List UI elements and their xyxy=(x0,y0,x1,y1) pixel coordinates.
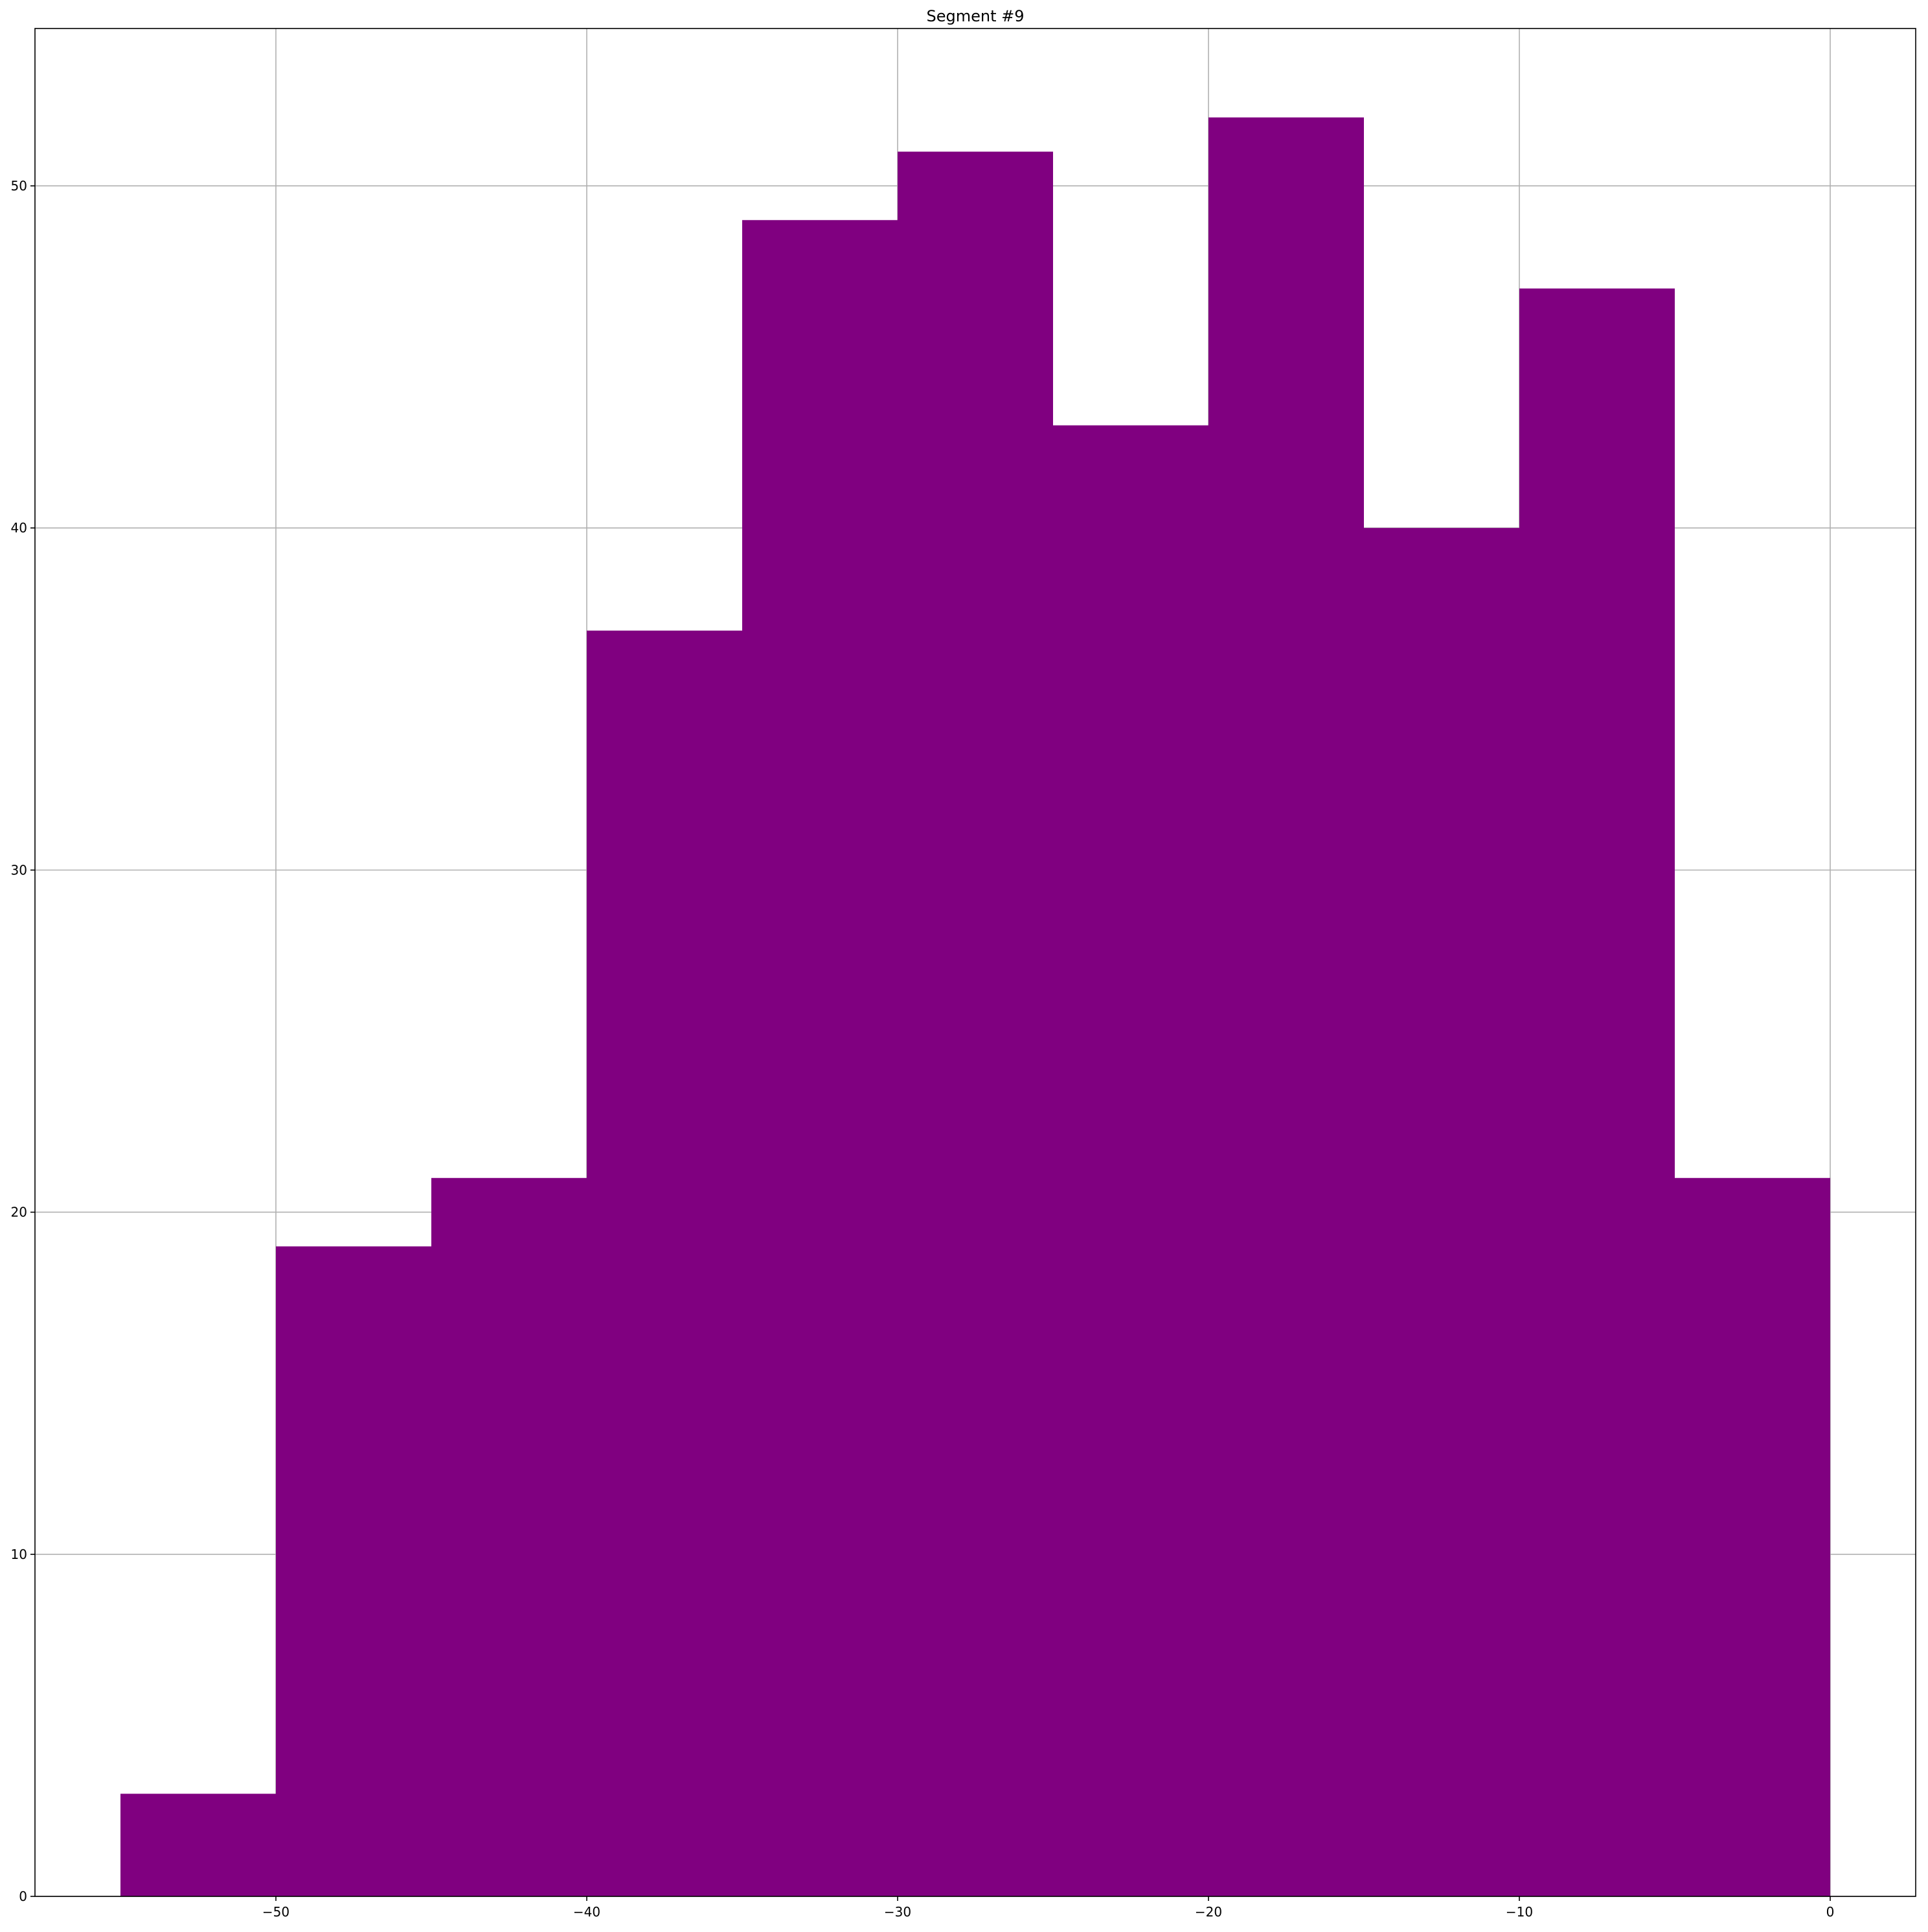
y-tick-label: 0 xyxy=(19,1889,27,1904)
x-tick-label: −30 xyxy=(884,1904,911,1920)
histogram-bar xyxy=(1053,425,1208,1896)
histogram-bar xyxy=(587,630,742,1896)
y-tick-label: 40 xyxy=(11,520,27,536)
chart-title: Segment #9 xyxy=(926,7,1024,25)
histogram-bar xyxy=(1208,117,1364,1897)
x-tick-label: −40 xyxy=(573,1904,600,1920)
y-tick-label: 50 xyxy=(11,178,27,194)
x-tick-label: −50 xyxy=(262,1904,289,1920)
histogram-bar xyxy=(1675,1177,1830,1896)
x-axis: −50 −40 −30 −20 −10 0 xyxy=(262,1896,1834,1920)
histogram-bar xyxy=(1364,528,1519,1897)
histogram-bar xyxy=(742,220,898,1896)
y-tick-label: 20 xyxy=(11,1205,27,1220)
y-tick-label: 10 xyxy=(11,1547,27,1562)
histogram-bar xyxy=(276,1246,431,1896)
histogram-bars xyxy=(120,117,1830,1897)
plot-frame xyxy=(34,28,1916,1897)
histogram-bar xyxy=(431,1177,587,1896)
x-tick-label: −20 xyxy=(1195,1904,1222,1920)
histogram-bar xyxy=(120,1793,276,1896)
x-tick-label: −10 xyxy=(1506,1904,1533,1920)
x-tick-label: 0 xyxy=(1826,1904,1835,1920)
histogram-bar xyxy=(898,152,1053,1897)
y-axis: 0 10 20 30 40 50 xyxy=(11,178,35,1904)
histogram-bar xyxy=(1519,288,1675,1897)
y-tick-label: 30 xyxy=(11,862,27,878)
